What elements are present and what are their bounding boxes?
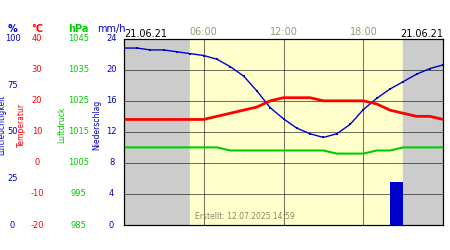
Text: 1025: 1025 <box>68 96 89 105</box>
Text: 21.06.21: 21.06.21 <box>124 29 167 39</box>
Text: 75: 75 <box>7 81 18 90</box>
Text: Erstellt: 12.07.2025 14:59: Erstellt: 12.07.2025 14:59 <box>195 212 295 221</box>
Text: 0: 0 <box>10 220 15 230</box>
Text: 0: 0 <box>34 158 40 168</box>
Text: 21.06.21: 21.06.21 <box>400 29 443 39</box>
Text: Niederschlag: Niederschlag <box>92 100 101 150</box>
Text: 30: 30 <box>32 65 42 74</box>
Bar <box>190 39 403 225</box>
Text: -20: -20 <box>30 220 44 230</box>
Text: 24: 24 <box>106 34 117 43</box>
Text: 985: 985 <box>71 220 87 230</box>
Text: 40: 40 <box>32 34 42 43</box>
Text: 12: 12 <box>106 127 117 136</box>
Text: 20: 20 <box>106 65 117 74</box>
Text: 1035: 1035 <box>68 65 89 74</box>
Text: 8: 8 <box>109 158 114 168</box>
Text: 0: 0 <box>109 220 114 230</box>
Text: Luftdruck: Luftdruck <box>58 107 67 143</box>
Text: 16: 16 <box>106 96 117 105</box>
Bar <box>390 182 403 225</box>
Bar <box>124 39 190 225</box>
Text: 50: 50 <box>7 127 18 136</box>
Text: 100: 100 <box>4 34 21 43</box>
Text: 25: 25 <box>7 174 18 183</box>
Text: mm/h: mm/h <box>97 24 126 34</box>
Text: °C: °C <box>31 24 43 34</box>
Text: -10: -10 <box>30 190 44 198</box>
Text: Temperatur: Temperatur <box>17 103 26 147</box>
Text: Luftfeuchtigkeit: Luftfeuchtigkeit <box>0 95 6 155</box>
Text: 20: 20 <box>32 96 42 105</box>
Bar <box>403 39 443 225</box>
Text: 1045: 1045 <box>68 34 89 43</box>
Text: 1015: 1015 <box>68 127 89 136</box>
Text: 995: 995 <box>71 190 86 198</box>
Text: 10: 10 <box>32 127 42 136</box>
Text: %: % <box>8 24 18 34</box>
Text: 1005: 1005 <box>68 158 89 168</box>
Text: hPa: hPa <box>68 24 89 34</box>
Text: 4: 4 <box>109 190 114 198</box>
